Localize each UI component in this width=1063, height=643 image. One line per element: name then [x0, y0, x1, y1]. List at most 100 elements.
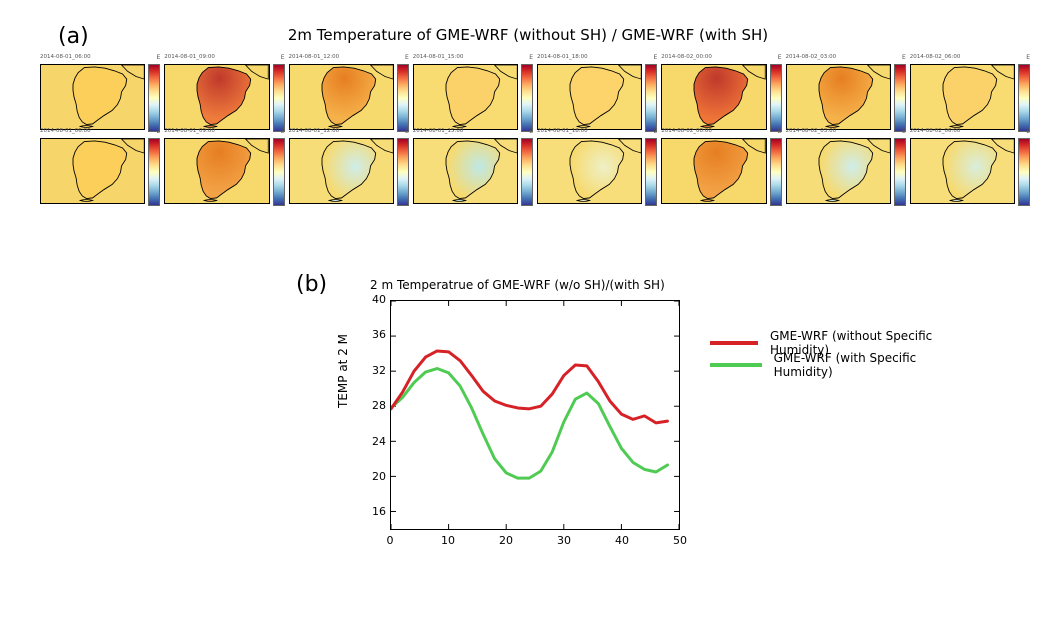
maps-row-without_SH: 2014-08-01_06:00E2014-08-01_09:00E2014-0…	[40, 64, 1030, 130]
map-svg	[787, 65, 890, 129]
map-units-label: E	[902, 54, 906, 61]
map-plot	[661, 64, 766, 130]
page: (a) 2m Temperature of GME-WRF (without S…	[0, 0, 1063, 643]
map-svg	[414, 65, 517, 129]
map-svg	[911, 65, 1014, 129]
map-cell: 2014-08-02_03:00E	[786, 64, 906, 130]
legend-swatch	[710, 363, 762, 367]
map-plot	[786, 64, 891, 130]
colorbar	[521, 64, 533, 132]
map-plot	[40, 64, 145, 130]
map-svg	[165, 139, 268, 203]
map-svg	[41, 65, 144, 129]
chart-plot-area	[390, 300, 680, 530]
y-tick-label: 16	[366, 505, 386, 518]
colorbar	[1018, 64, 1030, 132]
map-timestamp: 2014-08-02_06:00	[910, 128, 961, 134]
map-svg	[662, 65, 765, 129]
map-cell: 2014-08-01_18:00E	[537, 138, 657, 204]
colorbar	[645, 64, 657, 132]
map-timestamp: 2014-08-02_06:00	[910, 54, 961, 60]
map-plot	[289, 64, 394, 130]
x-tick-label: 20	[496, 534, 516, 547]
map-timestamp: 2014-08-01_18:00	[537, 54, 588, 60]
map-timestamp: 2014-08-01_12:00	[289, 128, 340, 134]
map-svg	[911, 139, 1014, 203]
map-svg	[787, 139, 890, 203]
map-cell: 2014-08-01_06:00E	[40, 138, 160, 204]
colorbar	[770, 138, 782, 206]
map-svg	[538, 65, 641, 129]
map-timestamp: 2014-08-01_18:00	[537, 128, 588, 134]
map-units-label: E	[405, 128, 409, 135]
map-timestamp: 2014-08-02_00:00	[661, 54, 712, 60]
map-timestamp: 2014-08-01_06:00	[40, 128, 91, 134]
map-timestamp: 2014-08-02_03:00	[786, 54, 837, 60]
x-tick-label: 50	[670, 534, 690, 547]
map-cell: 2014-08-01_09:00E	[164, 64, 284, 130]
line-chart: 2 m Temperatrue of GME-WRF (w/o SH)/(wit…	[330, 278, 970, 578]
map-timestamp: 2014-08-01_09:00	[164, 128, 215, 134]
map-timestamp: 2014-08-02_00:00	[661, 128, 712, 134]
y-tick-label: 20	[366, 470, 386, 483]
map-cell: 2014-08-02_03:00E	[786, 138, 906, 204]
map-cell: 2014-08-01_12:00E	[289, 64, 409, 130]
map-cell: 2014-08-01_12:00E	[289, 138, 409, 204]
map-svg	[662, 139, 765, 203]
map-plot	[289, 138, 394, 204]
colorbar	[894, 138, 906, 206]
colorbar	[148, 138, 160, 206]
legend: GME-WRF (without Specific Humidity)GME-W…	[710, 332, 970, 376]
map-units-label: E	[653, 54, 657, 61]
maps-row-with_SH: 2014-08-01_06:00E2014-08-01_09:00E2014-0…	[40, 138, 1030, 204]
map-units-label: E	[778, 128, 782, 135]
series-line	[391, 351, 667, 423]
map-units-label: E	[156, 54, 160, 61]
map-timestamp: 2014-08-01_15:00	[413, 128, 464, 134]
map-cell: 2014-08-02_06:00E	[910, 64, 1030, 130]
maps-grid: 2014-08-01_06:00E2014-08-01_09:00E2014-0…	[40, 64, 1030, 204]
map-cell: 2014-08-02_00:00E	[661, 64, 781, 130]
map-units-label: E	[778, 54, 782, 61]
map-units-label: E	[156, 128, 160, 135]
chart-title: 2 m Temperatrue of GME-WRF (w/o SH)/(wit…	[370, 278, 665, 292]
map-svg	[165, 65, 268, 129]
colorbar	[273, 64, 285, 132]
map-plot	[910, 64, 1015, 130]
y-tick-label: 28	[366, 399, 386, 412]
map-svg	[41, 139, 144, 203]
y-tick-label: 24	[366, 435, 386, 448]
colorbar	[894, 64, 906, 132]
panel-a-title: 2m Temperature of GME-WRF (without SH) /…	[208, 26, 848, 44]
x-tick-label: 0	[380, 534, 400, 547]
x-tick-label: 40	[612, 534, 632, 547]
x-tick-label: 10	[438, 534, 458, 547]
map-cell: 2014-08-02_00:00E	[661, 138, 781, 204]
map-units-label: E	[1026, 54, 1030, 61]
map-units-label: E	[529, 128, 533, 135]
legend-swatch	[710, 341, 758, 345]
colorbar	[148, 64, 160, 132]
legend-item: GME-WRF (with Specific Humidity)	[710, 354, 970, 376]
colorbar	[770, 64, 782, 132]
colorbar	[521, 138, 533, 206]
colorbar	[1018, 138, 1030, 206]
map-timestamp: 2014-08-02_03:00	[786, 128, 837, 134]
map-cell: 2014-08-02_06:00E	[910, 138, 1030, 204]
map-cell: 2014-08-01_06:00E	[40, 64, 160, 130]
map-units-label: E	[902, 128, 906, 135]
colorbar	[397, 64, 409, 132]
map-units-label: E	[405, 54, 409, 61]
map-cell: 2014-08-01_09:00E	[164, 138, 284, 204]
legend-label: GME-WRF (with Specific Humidity)	[774, 351, 970, 379]
map-plot	[661, 138, 766, 204]
map-units-label: E	[653, 128, 657, 135]
map-plot	[413, 138, 518, 204]
map-timestamp: 2014-08-01_12:00	[289, 54, 340, 60]
map-timestamp: 2014-08-01_06:00	[40, 54, 91, 60]
map-units-label: E	[1026, 128, 1030, 135]
map-svg	[290, 65, 393, 129]
map-plot	[40, 138, 145, 204]
y-axis-label: TEMP at 2 M	[336, 334, 350, 408]
chart-svg	[391, 301, 679, 529]
